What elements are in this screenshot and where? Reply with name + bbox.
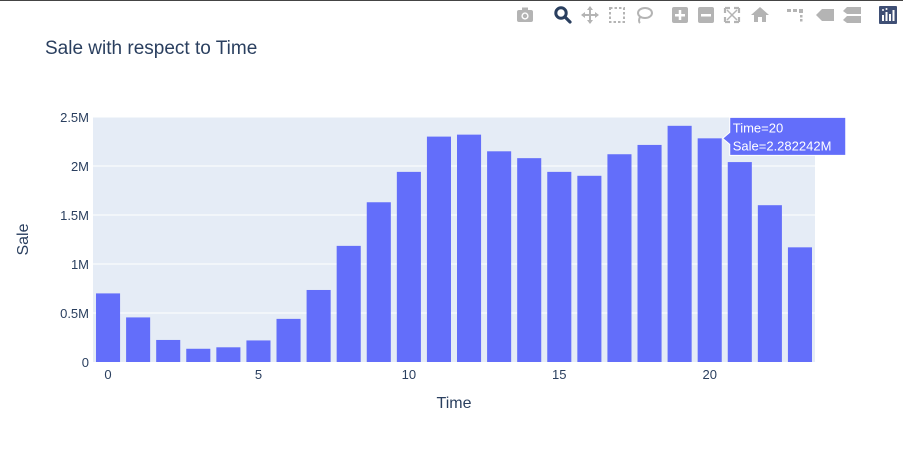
spike-lines-icon[interactable] bbox=[785, 4, 805, 26]
bar bbox=[787, 247, 812, 362]
bar bbox=[246, 340, 271, 362]
pan-icon[interactable] bbox=[580, 4, 600, 26]
bar bbox=[396, 171, 421, 362]
y-tick-label: 0 bbox=[82, 355, 89, 370]
plot-background bbox=[93, 117, 815, 362]
box-select-icon[interactable] bbox=[607, 4, 627, 26]
autoscale-icon[interactable] bbox=[722, 4, 742, 26]
bar bbox=[577, 175, 602, 362]
bar bbox=[487, 151, 512, 362]
bar bbox=[186, 348, 211, 362]
lasso-select-icon[interactable] bbox=[634, 4, 654, 26]
zoom-in-icon[interactable] bbox=[670, 4, 690, 26]
bar bbox=[156, 339, 181, 362]
bar bbox=[667, 125, 692, 362]
bar bbox=[547, 171, 572, 362]
reset-axes-icon[interactable] bbox=[750, 4, 770, 26]
bar bbox=[306, 289, 331, 362]
bar bbox=[457, 134, 482, 362]
y-tick-label: 0.5M bbox=[60, 306, 89, 321]
bar bbox=[757, 205, 782, 362]
hover-compare-icon[interactable] bbox=[842, 4, 862, 26]
x-tick-label: 0 bbox=[104, 367, 111, 382]
zoom-out-icon[interactable] bbox=[696, 4, 716, 26]
x-tick-label: 15 bbox=[552, 367, 566, 382]
bar bbox=[426, 136, 451, 362]
hover-tooltip-line1: Time=20 bbox=[733, 120, 783, 135]
y-tick-label: 2M bbox=[71, 159, 89, 174]
bar bbox=[96, 293, 121, 362]
bar bbox=[697, 138, 722, 362]
bar bbox=[126, 317, 151, 362]
bar bbox=[637, 144, 662, 362]
chart-title: Sale with respect to Time bbox=[45, 38, 258, 59]
y-tick-label: 2.5M bbox=[60, 110, 89, 125]
x-axis-title: Time bbox=[437, 395, 472, 412]
bar bbox=[216, 347, 241, 362]
bar bbox=[727, 162, 752, 362]
hover-tooltip bbox=[721, 116, 847, 156]
bar bbox=[517, 158, 542, 362]
bar bbox=[607, 154, 632, 362]
y-tick-label: 1.5M bbox=[60, 208, 89, 223]
x-tick-label: 5 bbox=[255, 367, 262, 382]
y-axis-title: Sale bbox=[15, 223, 32, 255]
zoom-icon[interactable] bbox=[553, 4, 573, 26]
x-tick-label: 20 bbox=[702, 367, 716, 382]
hover-closest-icon[interactable] bbox=[815, 4, 835, 26]
bar bbox=[366, 202, 391, 362]
bar bbox=[336, 245, 361, 362]
plotly-logo-icon[interactable] bbox=[878, 4, 898, 26]
hover-tooltip-line2: Sale=2.282242M bbox=[733, 138, 832, 153]
bar bbox=[276, 318, 301, 362]
window-top-border bbox=[0, 0, 903, 1]
y-tick-label: 1M bbox=[71, 257, 89, 272]
camera-icon[interactable] bbox=[515, 4, 535, 26]
x-tick-label: 10 bbox=[402, 367, 416, 382]
